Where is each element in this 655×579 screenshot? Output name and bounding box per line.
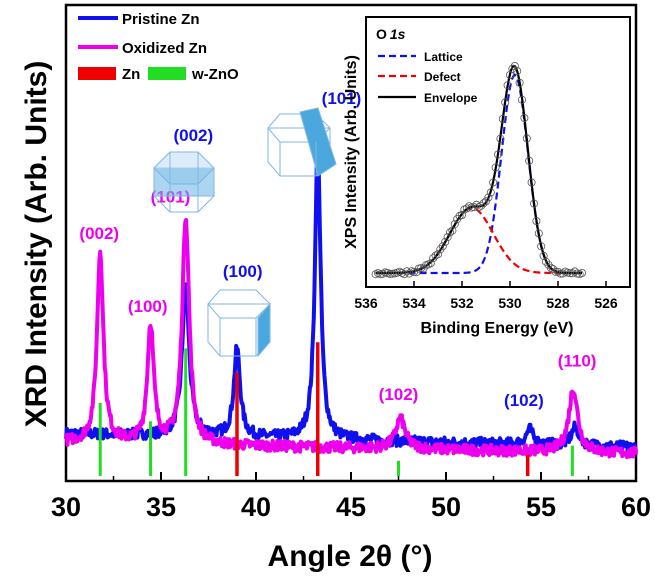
x-tick-label-1: 35 — [146, 492, 176, 522]
inset-plot — [371, 62, 587, 279]
inset-data-point-48 — [486, 188, 495, 197]
inset-data-point-55 — [503, 81, 512, 90]
main-axes: (002)(100)(101)(002)(100)(101)(102) (102)… — [51, 89, 651, 522]
inset-data-point-72 — [544, 260, 553, 269]
inset-data-point-52 — [496, 134, 505, 143]
inset-data-point-60 — [515, 78, 524, 87]
inset-data-point-33 — [450, 220, 459, 229]
x-tick-label-2: 40 — [241, 492, 271, 522]
legend-swatch-zn — [78, 67, 116, 80]
inset-data-point-73 — [546, 263, 555, 272]
legend-swatch-zno — [148, 67, 186, 80]
inset-data-point-54 — [501, 98, 510, 107]
crystal-002-icon — [152, 151, 216, 213]
inset-x-tick-label-0: 536 — [354, 295, 378, 311]
inset-data-point-47 — [484, 193, 493, 202]
inset-data-point-61 — [518, 95, 527, 104]
peak-label-4: (100) — [223, 262, 263, 281]
inset-data-point-27 — [436, 245, 445, 254]
peak-label-5: (101) — [322, 89, 362, 108]
inset-title: O 1s — [376, 26, 406, 42]
inset-data-point-67 — [532, 216, 541, 225]
inset-x-tick-label-2: 532 — [450, 295, 474, 311]
inset-data-point-74 — [549, 265, 558, 274]
inset-data-point-63 — [522, 134, 531, 143]
inset-x-tick-label-4: 528 — [546, 295, 570, 311]
inset-data-point-12 — [400, 270, 409, 279]
inset-data-point-57 — [508, 64, 517, 73]
inset-data-point-31 — [445, 228, 454, 237]
inset-data-point-50 — [491, 163, 500, 172]
inset-title-element: O — [376, 26, 387, 42]
inset-x-tick-label-1: 534 — [402, 295, 426, 311]
peak-label-0: (002) — [79, 224, 119, 243]
inset-data-point-36 — [457, 210, 466, 219]
inset-data-point-59 — [513, 67, 522, 76]
legend-label-pristine: Pristine Zn — [122, 11, 200, 28]
inset-title-orbital: 1s — [390, 26, 406, 42]
inset-x-tick-label-5: 526 — [594, 295, 618, 311]
inset-data-point-69 — [537, 242, 546, 251]
inset-data-point-30 — [443, 233, 452, 242]
x-tick-label-6: 60 — [621, 492, 651, 522]
inset-data-point-71 — [542, 257, 551, 266]
inset-x-axis-label: Binding Energy (eV) — [421, 320, 574, 337]
inset-y-axis-label: XPS Intensity (Arb. Units) — [343, 55, 360, 249]
inset-data-point-29 — [441, 237, 450, 246]
inset-data-point-65 — [527, 178, 536, 187]
crystal-101-icon — [267, 107, 337, 177]
inset-data-point-64 — [525, 156, 534, 165]
inset-data-point-68 — [534, 229, 543, 238]
inset-legend-label-lattice: Lattice — [424, 50, 463, 64]
x-tick-label-3: 45 — [336, 492, 366, 522]
peak-label-3: (002) — [173, 126, 213, 145]
series-line-oxidized-zn — [64, 218, 638, 460]
inset-data-point-49 — [489, 178, 498, 187]
inset-data-point-19 — [417, 263, 426, 272]
legend-label-zno: w-ZnO — [191, 66, 239, 83]
x-tick-label-4: 50 — [431, 492, 461, 522]
crystal-100-icon — [207, 289, 271, 358]
inset-data-point-45 — [479, 199, 488, 208]
x-tick-label-5: 55 — [526, 492, 556, 522]
inset-legend-label-defect: Defect — [424, 70, 461, 84]
inset-data-point-62 — [520, 114, 529, 123]
inset-x-tick-label-3: 530 — [498, 295, 522, 311]
peak-label-1: (100) — [128, 297, 168, 316]
peak-label-8: (110) — [558, 352, 597, 371]
inset-data-point-53 — [498, 115, 507, 124]
peak-label-7: (102) — [504, 391, 544, 410]
inset-data-point-44 — [477, 201, 486, 210]
legend-label-oxidized: Oxidized Zn — [122, 40, 207, 57]
inset-data-point-24 — [429, 254, 438, 263]
inset-data-point-70 — [539, 251, 548, 260]
y-axis-label: XRD Intensity (Arb. Units) — [20, 61, 53, 428]
main-plot — [64, 142, 638, 476]
peak-label-6: (102) — [379, 385, 419, 404]
legend: Pristine Zn Oxidized Zn Zn w-ZnO — [78, 11, 239, 83]
inset-data-point-26 — [433, 250, 442, 259]
inset-legend: Lattice Defect Envelope — [378, 50, 478, 105]
x-axis-label: Angle 2θ (°) — [268, 540, 433, 573]
inset-data-point-25 — [431, 251, 440, 260]
inset-legend-label-envelope: Envelope — [424, 91, 478, 105]
inset-axes: 536 534 532 530 528 526 — [354, 281, 618, 311]
x-tick-label-0: 30 — [51, 492, 81, 522]
legend-label-zn: Zn — [122, 66, 140, 83]
inset-data-point-86 — [578, 268, 587, 277]
inset-data-point-7 — [388, 269, 397, 278]
inset-data-point-28 — [438, 242, 447, 251]
inset-data-point-23 — [426, 259, 435, 268]
inset-data-point-51 — [493, 150, 502, 159]
inset-data-point-58 — [510, 62, 519, 71]
inset-data-point-66 — [530, 199, 539, 208]
